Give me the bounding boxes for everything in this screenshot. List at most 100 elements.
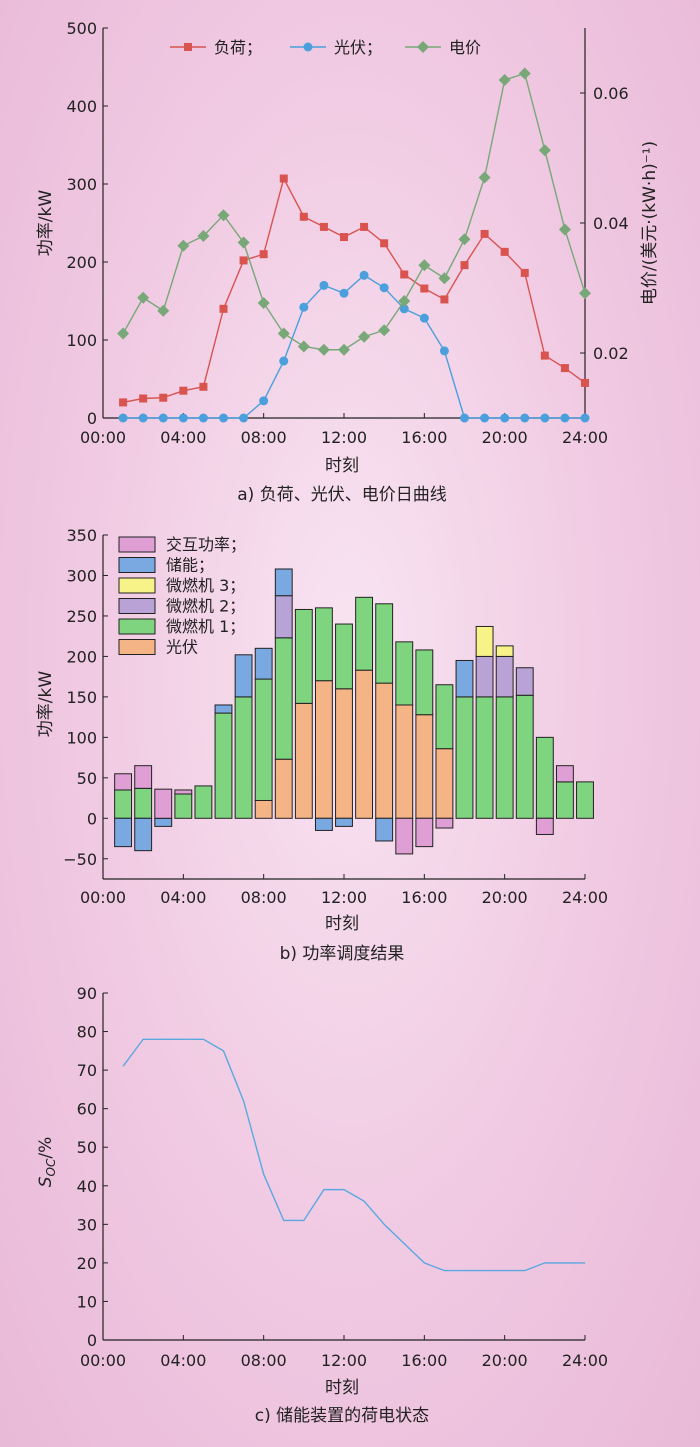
chart-a-point	[440, 295, 449, 304]
chart-b-bar	[274, 637, 293, 760]
chart-c-caption: c) 储能装置的荷电状态	[255, 1406, 429, 1426]
chart-b-bar	[154, 817, 173, 827]
chart-a-legend-marker	[184, 43, 192, 51]
chart-a-point	[259, 396, 269, 406]
chart-b-bar	[274, 595, 293, 639]
chart-b-bar	[415, 649, 434, 716]
chart-b-bar	[134, 817, 153, 852]
chart-a-point	[279, 356, 289, 366]
chart-a-y-tick-label: 200	[66, 253, 97, 272]
chart-a-point	[558, 223, 571, 236]
chart-a-point	[259, 250, 268, 259]
chart-c-y-tick-label: 20	[77, 1254, 97, 1273]
chart-a-point	[138, 413, 148, 423]
chart-a-point	[419, 313, 429, 323]
chart-a-x-tick-label: 04:00	[160, 428, 206, 447]
chart-b-bar	[355, 669, 374, 819]
chart-b-x-tick-label: 04:00	[160, 888, 206, 907]
chart-c-y-tick-label: 40	[77, 1177, 97, 1196]
chart-b-y-tick-label: 350	[66, 526, 97, 545]
chart-b-bar	[214, 704, 233, 714]
chart-b-bar	[435, 817, 454, 829]
chart-b-y-tick-label: 50	[77, 769, 97, 788]
chart-a-point	[319, 280, 329, 290]
chart-a-point	[359, 270, 369, 280]
chart-a-point	[217, 209, 230, 222]
chart-a-point	[579, 287, 591, 300]
chart-c-x-tick-label: 00:00	[80, 1351, 126, 1370]
chart-a-point	[279, 174, 288, 183]
chart-a-point	[198, 413, 208, 423]
chart-b-bar	[495, 655, 514, 698]
chart-a-legend-label: 负荷；	[214, 38, 262, 57]
chart-c-y-tick-label: 50	[77, 1138, 97, 1157]
chart-c-y-tick-label: 60	[77, 1100, 97, 1119]
chart-c-y-tick-label: 90	[77, 984, 97, 1003]
chart-b-bar	[274, 758, 293, 819]
chart-b-legend-label: 微燃机 3；	[166, 576, 245, 595]
chart-c-xlabel: 时刻	[325, 1378, 359, 1398]
chart-a-point	[378, 324, 391, 337]
chart-a-legend-marker	[417, 41, 429, 53]
chart-a-point	[117, 327, 130, 340]
chart-b-bar	[395, 704, 414, 819]
chart-a-point	[580, 413, 590, 423]
chart-b-bar	[395, 641, 414, 706]
chart-b-bar	[174, 789, 193, 795]
chart-b: b) 功率调度结果 时刻 功率/kW 00:00 04:00 08:00 12:00 1…	[36, 526, 608, 964]
chart-c-x-tick-label: 20:00	[482, 1351, 528, 1370]
chart-a-point	[158, 413, 168, 423]
chart-b-x-tick-label: 08:00	[241, 888, 287, 907]
chart-b-bar	[475, 696, 494, 819]
chart-a-point	[239, 413, 249, 423]
chart-b-bar	[435, 748, 454, 819]
chart-a-y2-tick-label: 0.02	[593, 344, 629, 363]
chart-b-bar	[495, 696, 514, 819]
chart-a-x-tick-label: 00:00	[80, 428, 126, 447]
chart-b-bar	[254, 799, 273, 819]
chart-a-legend-label: 光伏；	[334, 38, 382, 57]
chart-b-ylabel: 功率/kW	[36, 671, 56, 738]
chart-a-point	[159, 393, 168, 402]
chart-a-point	[137, 291, 150, 304]
chart-a-point	[581, 378, 589, 387]
chart-c-x-tick-label: 16:00	[401, 1351, 447, 1370]
chart-b-bar	[154, 788, 173, 819]
chart-a-point	[139, 394, 148, 403]
chart-a-point	[439, 346, 449, 356]
chart-b-bar	[294, 702, 313, 819]
chart-a-point	[518, 67, 531, 80]
chart-a-point	[317, 343, 330, 356]
chart-b-bar	[555, 765, 574, 783]
chart-a-point	[379, 283, 389, 293]
chart-a-point	[478, 171, 491, 184]
chart-b-bar	[475, 625, 494, 657]
chart-b-xlabel: 时刻	[325, 914, 359, 934]
chart-a-point	[520, 268, 529, 277]
chart-c-x-tick-label: 12:00	[321, 1351, 367, 1370]
chart-b-bar	[114, 773, 133, 791]
chart-c-x-tick-label: 24:00	[562, 1351, 608, 1370]
chart-a-point	[119, 398, 128, 407]
chart-b-y-tick-label: −50	[63, 850, 97, 869]
chart-a-point	[540, 413, 550, 423]
chart-a-point	[399, 304, 409, 314]
chart-a-point	[420, 284, 429, 293]
chart-a-series-line	[122, 72, 586, 351]
chart-b-bar	[576, 781, 594, 819]
chart-a-point	[360, 222, 369, 231]
chart-a-point	[340, 233, 348, 242]
chart-b-legend-swatch	[118, 577, 156, 594]
chart-c-y-tick-label: 30	[77, 1215, 97, 1234]
chart-a-point	[500, 247, 509, 256]
chart-a-caption: a) 负荷、光伏、电价日曲线	[237, 485, 446, 505]
chart-b-legend-label: 储能；	[166, 556, 214, 575]
chart-a-y-tick-label: 300	[66, 175, 97, 194]
chart-a-point	[540, 351, 549, 360]
chart-b-bar	[114, 817, 133, 848]
chart-b-legend-swatch	[118, 557, 156, 573]
chart-a-point	[400, 270, 409, 279]
chart-a-point	[480, 413, 490, 423]
chart-a-point	[219, 304, 228, 313]
